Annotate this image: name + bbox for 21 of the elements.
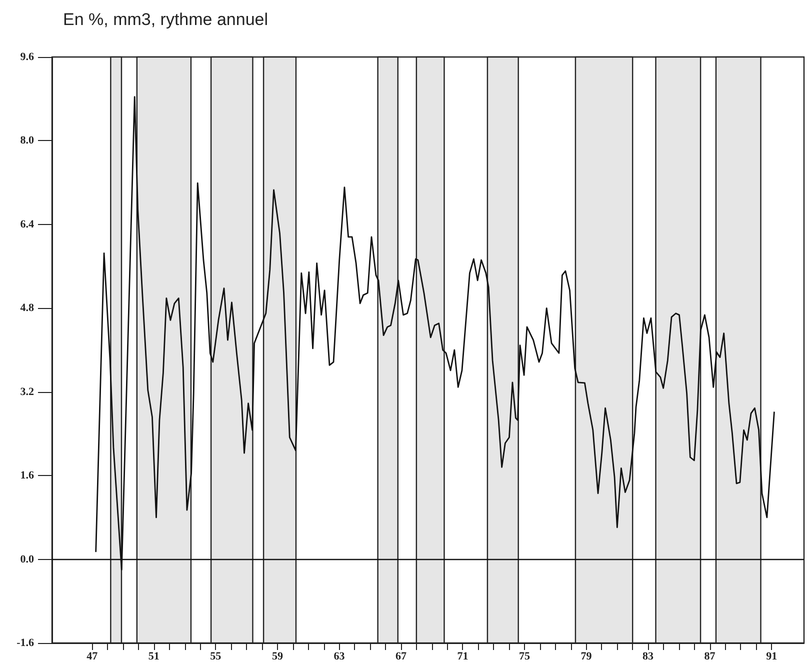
y-tick-label: 8.0	[20, 134, 34, 147]
x-tick-label: 63	[334, 650, 346, 662]
x-tick-label: 71	[457, 650, 468, 662]
y-tick-label: -1.6	[16, 637, 34, 649]
x-tick-label: 83	[642, 650, 654, 662]
y-tick-label: 0.0	[20, 553, 34, 566]
x-tick-label: 79	[580, 650, 592, 662]
x-tick-label: 75	[519, 650, 531, 662]
y-tick-label: 4.8	[20, 302, 34, 314]
chart-title: En %, mm3, rythme annuel	[63, 10, 268, 29]
y-tick-label: 3.2	[20, 386, 34, 398]
x-tick-label: 47	[86, 650, 98, 662]
x-tick-label: 91	[766, 650, 778, 662]
x-tick-label: 67	[395, 650, 407, 662]
x-tick-label: 87	[704, 650, 716, 662]
y-tick-label: 6.4	[20, 218, 34, 230]
x-tick-label: 59	[272, 650, 284, 662]
x-tick-label: 51	[148, 650, 160, 662]
x-tick-label: 55	[210, 650, 222, 662]
y-tick-label: 9.6	[20, 51, 34, 63]
y-tick-label: 1.6	[20, 470, 34, 482]
